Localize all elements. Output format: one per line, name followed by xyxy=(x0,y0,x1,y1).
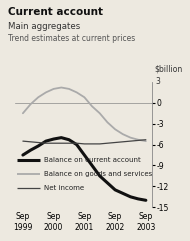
Text: $billion: $billion xyxy=(155,64,183,73)
Text: Current account: Current account xyxy=(8,7,103,17)
Text: Main aggregates: Main aggregates xyxy=(8,22,80,31)
Text: Balance on goods and services: Balance on goods and services xyxy=(44,171,152,177)
Text: Trend estimates at current prices: Trend estimates at current prices xyxy=(8,34,135,43)
Text: Balance on current account: Balance on current account xyxy=(44,157,140,163)
Text: Net income: Net income xyxy=(44,186,84,191)
Text: 3: 3 xyxy=(155,77,160,87)
